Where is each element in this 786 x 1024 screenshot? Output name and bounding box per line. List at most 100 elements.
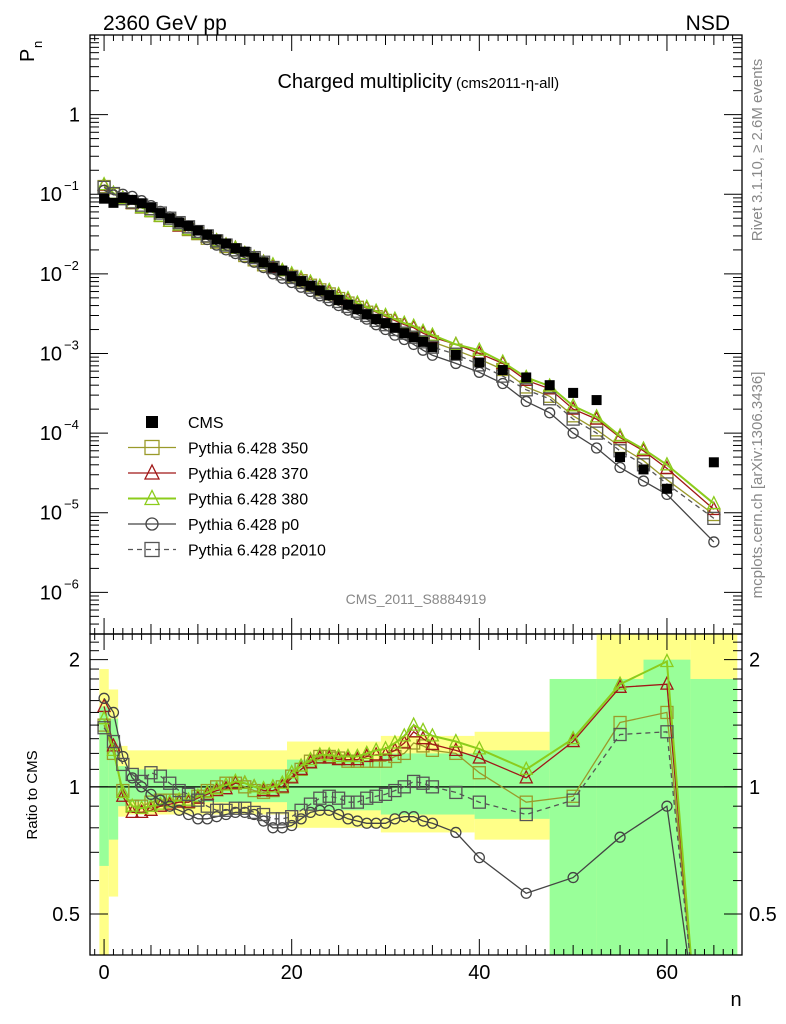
data-point [322,789,336,803]
data-point [660,705,674,720]
data-point [125,797,140,812]
data-point [425,340,440,354]
data-point [708,536,720,548]
data-point [615,452,626,463]
legend-label: Pythia 6.428 350 [188,441,308,458]
band-bin [549,678,597,955]
data-point [286,819,298,832]
chart-title: Charged multiplicity [277,71,452,93]
data-point [387,734,402,749]
data-point [659,653,675,668]
data-point [660,725,674,739]
y-tick-label-exponent: −5 [64,497,79,512]
data-point [331,791,346,805]
x-axis-label: n [730,989,741,1011]
legend-marker [143,489,161,506]
data-point [590,442,603,454]
data-point [449,785,463,800]
data-point [613,727,627,742]
data-point [322,746,337,761]
series-line-4 [103,186,715,519]
data-point [275,812,289,826]
data-point [153,795,168,810]
data-point [313,791,327,805]
main-panel [97,176,721,548]
data-point [247,778,262,793]
data-point [521,372,532,383]
axes-frame [89,633,743,956]
y-tick-label-exponent: −3 [64,337,79,352]
data-point [589,408,604,423]
data-point [369,789,383,803]
series-line-4 [103,727,691,955]
data-point [183,220,194,231]
data-point [228,772,243,788]
data-point [566,397,581,412]
data-point [406,716,421,731]
data-point [324,290,335,301]
data-point [200,783,215,799]
legend-entry: Pythia 6.428 p2010 [128,541,326,560]
legend-entry: CMS [146,415,224,432]
y-tick-label-exponent: −2 [64,258,79,273]
data-point [566,412,580,426]
data-point [612,429,628,444]
data-point [116,757,130,772]
data-point [305,280,316,291]
data-point [519,807,533,822]
data-point [591,395,602,406]
data-point [418,336,429,347]
band-bin [596,678,644,955]
data-point [612,675,628,690]
x-tick-label: 0 [99,962,110,984]
x-tick-label: 40 [468,962,490,984]
legend-entry: Pythia 6.428 380 [128,489,308,509]
data-point [448,335,463,351]
data-point [472,795,486,809]
data-point [209,780,224,795]
y-tick-label: 10 [40,264,62,286]
band-bin [99,706,109,866]
data-point [519,769,534,784]
data-point [265,782,280,797]
y-tick-label: 10 [40,184,62,206]
data-point [173,804,185,816]
data-point [108,197,119,208]
data-point [425,780,440,794]
y-tick-label: 10 [40,582,62,604]
data-point [275,778,290,793]
main-axes: 10 −610 −510 −410 −310 −210 −11 [40,34,743,635]
data-point [520,887,532,899]
data-point [567,427,579,439]
data-point [333,294,344,305]
legend-entry: Pythia 6.428 p0 [128,517,299,534]
data-point [174,217,185,228]
data-point [115,783,130,799]
data-point [408,811,420,823]
data-point [145,788,157,800]
data-point [708,457,719,468]
data-point [284,764,299,779]
data-point [415,721,431,737]
band-bin [690,678,738,955]
data-point [387,741,402,757]
data-point [636,442,651,457]
data-point [164,213,175,224]
data-point [98,692,110,704]
data-point [211,234,222,245]
data-point [472,766,486,780]
data-point [544,380,555,391]
series-line-3 [103,697,689,955]
data-point [359,744,374,760]
y-tick-label: 1 [69,105,80,127]
data-point [661,483,672,494]
data-point [519,383,533,397]
event-type-label: NSD [686,12,730,35]
series-line-2 [103,659,692,955]
data-point [427,342,438,353]
data-point [155,208,166,219]
data-point [379,817,392,829]
data-point [322,749,337,764]
data-point [371,314,382,325]
